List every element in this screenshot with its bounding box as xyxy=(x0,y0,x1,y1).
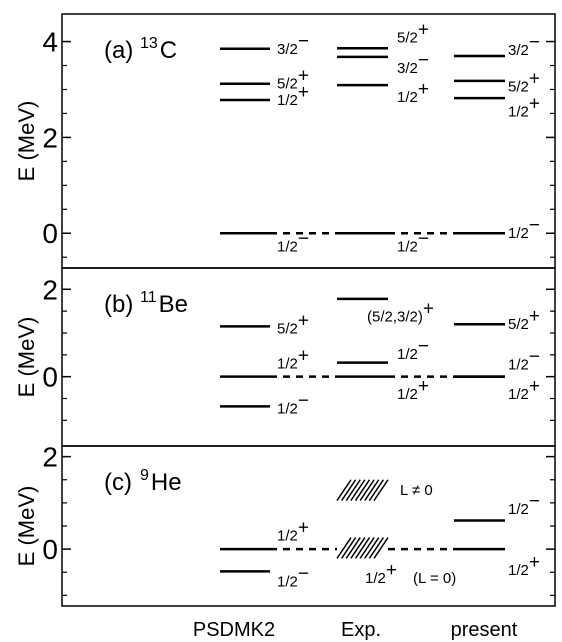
spin-parity-label: 1/2− xyxy=(397,229,429,256)
resonance-hatch xyxy=(364,479,380,501)
spin-parity-label: 1/2− xyxy=(508,215,540,242)
column-label: Exp. xyxy=(341,619,381,641)
resonance-hatch xyxy=(364,537,380,559)
resonance-hatch xyxy=(345,479,361,501)
nucleus-label: 13C xyxy=(140,35,177,64)
y-axis-label: E (MeV) xyxy=(14,317,39,398)
spin-parity-label: 3/2− xyxy=(397,50,429,77)
spin-parity-label: 1/2+ xyxy=(508,94,540,121)
spin-parity-label: 5/2+ xyxy=(277,311,309,338)
panel-label: (b) xyxy=(104,291,133,318)
spin-parity-label: 1/2− xyxy=(277,391,309,418)
y-axis-label: E (MeV) xyxy=(14,486,39,567)
resonance-hatch xyxy=(341,479,357,501)
nucleus-label: 11Be xyxy=(140,289,188,318)
spin-parity-label: 1/2− xyxy=(397,336,429,363)
resonance-hatch xyxy=(373,537,389,559)
spin-parity-label: 1/2+ xyxy=(365,560,397,587)
resonance-hatch xyxy=(345,537,361,559)
y-tick-label: 2 xyxy=(42,442,58,473)
resonance-hatch xyxy=(359,479,375,501)
spin-parity-label: 5/2+ xyxy=(277,66,309,93)
spin-parity-label: (5/2,3/2)+ xyxy=(367,298,434,325)
resonance-hatch xyxy=(368,479,384,501)
resonance-hatch xyxy=(350,479,366,501)
spin-parity-label: 3/2− xyxy=(277,31,309,58)
column-label: PSDMK2 xyxy=(193,619,275,641)
resonance-hatch xyxy=(336,479,352,501)
resonance-label: L ≠ 0 xyxy=(400,482,433,499)
spin-parity-label: 1/2+ xyxy=(277,346,309,373)
spin-parity-label: 1/2+ xyxy=(508,376,540,403)
resonance-hatch xyxy=(350,537,366,559)
spin-parity-label: 3/2− xyxy=(508,32,540,59)
spin-parity-label: 5/2+ xyxy=(508,306,540,333)
spin-parity-label: 1/2+ xyxy=(397,376,429,403)
spin-parity-label: 5/2+ xyxy=(508,69,540,96)
resonance-label: (L = 0) xyxy=(413,570,456,587)
nucleus-label: 9He xyxy=(140,467,182,496)
y-tick-label: 2 xyxy=(42,274,58,305)
spin-parity-label: 1/2+ xyxy=(508,552,540,579)
resonance-hatch xyxy=(341,537,357,559)
spin-parity-label: 1/2+ xyxy=(277,517,309,544)
resonance-hatch xyxy=(359,537,375,559)
spin-parity-label: 5/2+ xyxy=(397,20,429,47)
resonance-hatch xyxy=(354,537,371,559)
y-tick-label: 0 xyxy=(42,534,58,565)
panel-label: (a) xyxy=(104,37,133,64)
spin-parity-label: 1/2− xyxy=(277,564,309,591)
spin-parity-label: 1/2− xyxy=(277,229,309,256)
y-axis-label: E (MeV) xyxy=(14,101,39,182)
spin-parity-label: 1/2− xyxy=(508,346,540,373)
resonance-hatch xyxy=(336,537,352,559)
y-tick-label: 0 xyxy=(42,218,58,249)
spin-parity-label: 1/2− xyxy=(508,491,540,518)
y-tick-label: 4 xyxy=(42,27,58,58)
y-tick-label: 0 xyxy=(42,362,58,393)
resonance-hatch xyxy=(354,479,371,501)
spin-parity-label: 1/2+ xyxy=(277,82,309,109)
resonance-hatch xyxy=(373,479,389,501)
spin-parity-label: 1/2+ xyxy=(397,79,429,106)
panel-label: (c) xyxy=(104,469,132,496)
resonance-hatch xyxy=(368,537,384,559)
y-tick-label: 2 xyxy=(42,122,58,153)
column-label: present xyxy=(451,619,518,641)
